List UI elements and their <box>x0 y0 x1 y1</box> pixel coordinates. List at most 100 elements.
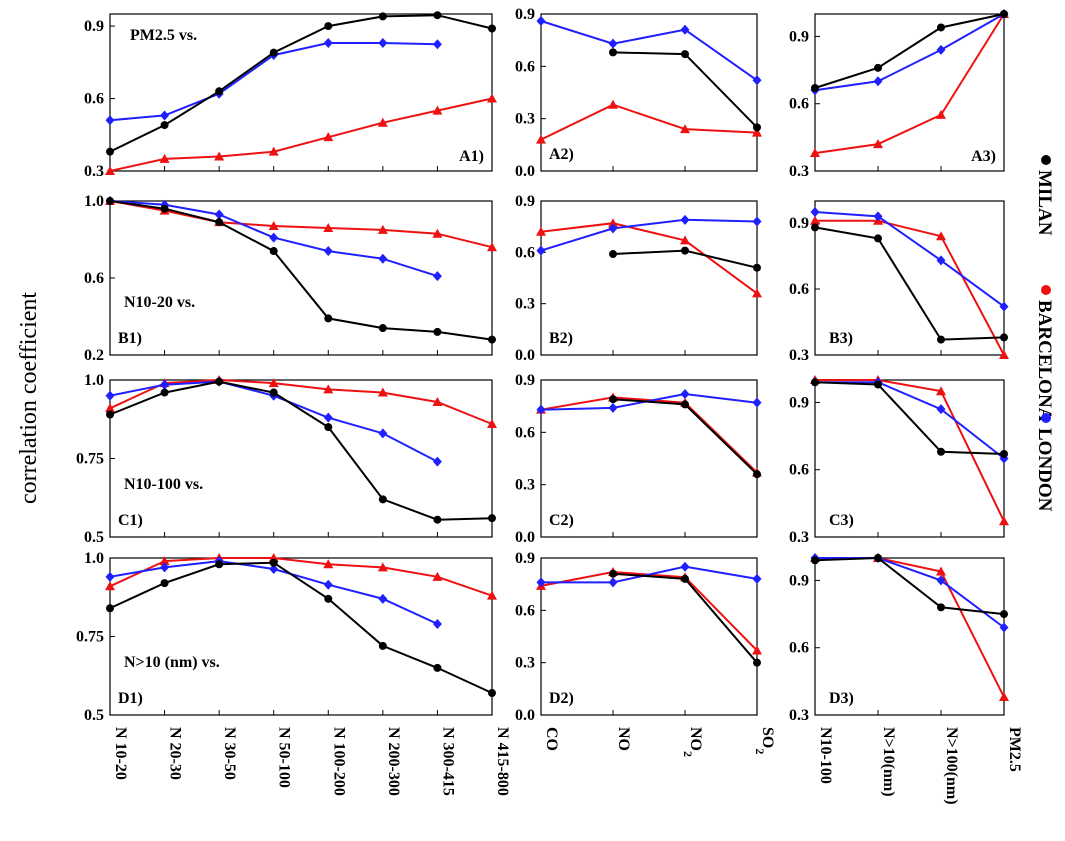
data-point-circle <box>753 263 761 272</box>
data-point-triangle <box>752 127 762 137</box>
panel-label: B1) <box>118 330 142 347</box>
panel-title: N10-20 vs. <box>124 294 195 311</box>
panel-label: A1) <box>459 148 484 165</box>
data-point-diamond <box>536 404 546 415</box>
data-point-circle <box>487 514 496 523</box>
data-point-circle <box>937 603 945 612</box>
data-point-circle <box>160 579 169 588</box>
y-tick-label: 0.9 <box>515 372 535 389</box>
series-milan <box>106 11 496 156</box>
data-point-diamond <box>432 456 442 467</box>
data-point-triangle <box>486 93 497 103</box>
data-point-diamond <box>936 404 946 415</box>
data-point-circle <box>433 663 442 672</box>
data-point-triangle <box>486 418 497 428</box>
series-line <box>814 226 1005 341</box>
y-tick-label: 0.75 <box>76 451 104 468</box>
legend-label: MILAN <box>1034 170 1055 236</box>
series-milan <box>811 378 1008 459</box>
series-barcelona <box>536 392 762 477</box>
data-point-circle <box>160 388 169 397</box>
data-point-diamond <box>323 579 333 590</box>
series-line <box>814 381 1005 455</box>
series-london <box>536 214 762 256</box>
data-point-diamond <box>105 115 115 126</box>
data-point-triangle <box>159 556 170 566</box>
series-milan <box>609 395 761 479</box>
data-point-circle <box>1000 10 1008 18</box>
data-point-diamond <box>608 402 618 413</box>
data-point-circle <box>874 234 882 243</box>
series-line <box>814 211 1005 308</box>
data-point-circle <box>681 400 689 409</box>
y-tick-label: 0.5 <box>84 529 104 546</box>
data-point-triangle <box>377 387 388 397</box>
data-point-diamond <box>432 271 442 282</box>
data-point-triangle <box>936 386 946 396</box>
series-line <box>815 219 1005 356</box>
y-tick-label: 0.3 <box>515 296 535 313</box>
plot-frame <box>814 557 1005 716</box>
series-line <box>815 379 1005 522</box>
data-point-circle <box>681 246 689 255</box>
data-point-triangle <box>323 559 334 569</box>
data-point-circle <box>811 556 819 565</box>
legend-label: LONDON <box>1034 428 1055 512</box>
data-point-diamond <box>105 571 115 582</box>
x-tick-label: NO <box>615 727 632 751</box>
data-point-circle <box>378 641 387 650</box>
plot-frame <box>540 13 758 172</box>
y-tick-label: 0.3 <box>515 111 535 128</box>
data-point-diamond <box>999 301 1009 312</box>
series-milan <box>811 223 1008 344</box>
data-point-diamond <box>160 379 170 390</box>
panel-a2: 0.0 0.3 0.6 0.9 A2) <box>515 6 762 180</box>
y-tick-label: 0.6 <box>515 424 535 441</box>
data-point-circle <box>609 48 617 57</box>
x-tick-label: N 20-30 <box>167 727 184 780</box>
data-point-triangle <box>323 222 334 232</box>
series-line <box>109 200 493 249</box>
x-tick-label: N 30-50 <box>221 727 238 780</box>
panel-label: D3) <box>829 690 854 707</box>
y-tick-label: 0.0 <box>515 163 535 180</box>
panel-a3: 0.3 0.6 0.9 A3) <box>789 9 1009 180</box>
y-tick-label: 0.2 <box>84 347 104 364</box>
panel-title: N>10 (nm) vs. <box>124 654 220 671</box>
data-point-triangle <box>432 396 443 406</box>
data-point-triangle <box>105 581 115 591</box>
data-point-circle <box>681 50 689 59</box>
series-milan <box>811 10 1008 93</box>
data-point-triangle <box>752 645 762 655</box>
y-tick-label: 0.9 <box>789 215 809 232</box>
series-line <box>540 103 758 141</box>
series-barcelona <box>810 375 1009 526</box>
y-tick-label: 0.6 <box>515 244 535 261</box>
panel-d1: 0.5 0.75 1.0 D1) N>10 (nm) vs. <box>76 550 497 724</box>
y-tick-label: 0.3 <box>789 347 809 364</box>
data-point-circle <box>937 335 945 344</box>
y-tick-label: 0.0 <box>515 707 535 724</box>
y-tick-label: 0.9 <box>789 394 809 411</box>
data-point-circle <box>269 247 278 256</box>
data-point-diamond <box>323 246 333 257</box>
data-point-circle <box>874 380 882 389</box>
data-point-circle <box>874 554 882 562</box>
legend-item-london: LONDON <box>1034 413 1055 512</box>
legend-marker <box>1041 155 1051 165</box>
data-point-triangle <box>873 139 883 149</box>
data-point-circle <box>681 574 689 583</box>
data-point-diamond <box>936 255 946 266</box>
series-milan <box>811 554 1008 619</box>
data-point-circle <box>753 123 761 132</box>
data-point-diamond <box>680 561 690 572</box>
series-barcelona <box>810 9 1009 158</box>
data-point-circle <box>160 204 169 213</box>
y-tick-label: 0.9 <box>515 550 535 567</box>
series-london <box>810 207 1009 312</box>
data-point-triangle <box>377 224 388 234</box>
data-point-circle <box>160 121 169 130</box>
data-point-diamond <box>936 44 946 55</box>
data-point-triangle <box>214 151 225 161</box>
panel-c3: 0.3 0.6 0.9 C3) <box>789 375 1009 546</box>
